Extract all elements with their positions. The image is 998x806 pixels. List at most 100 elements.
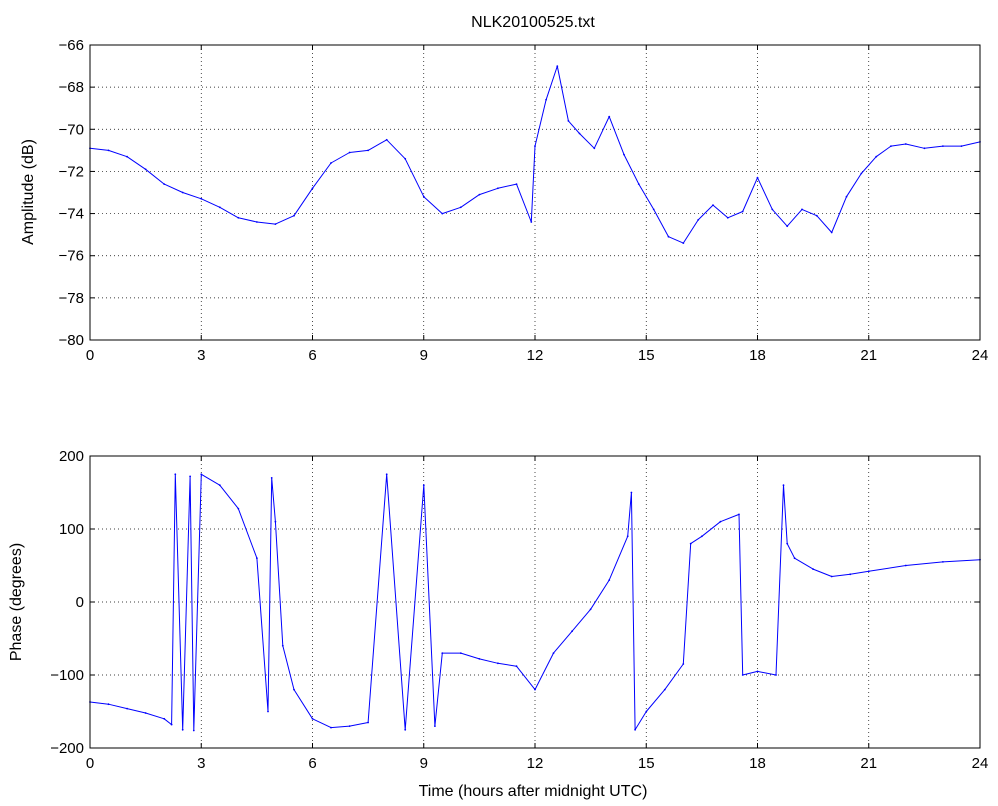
phase-data-point: [281, 644, 284, 647]
phase-data-point: [163, 717, 166, 720]
amplitude-data-point: [593, 147, 596, 150]
amplitude-y-tick-label: −68: [59, 79, 84, 96]
phase-y-ticks: −200 −100 0 100 200: [50, 448, 980, 757]
phase-data-point: [738, 513, 740, 516]
amplitude-data-point: [144, 168, 147, 171]
phase-grid: [90, 456, 980, 748]
phase-data-point: [422, 484, 425, 487]
phase-data-point: [645, 710, 648, 713]
amplitude-data-point: [923, 147, 926, 150]
amplitude-x-ticks: 0 3 6 9 12 15 18 21 24: [86, 45, 988, 364]
phase-data-point: [218, 484, 221, 487]
amplitude-data-point: [860, 172, 863, 175]
amplitude-data-point: [107, 149, 110, 152]
phase-series: [89, 473, 981, 732]
phase-data-point: [478, 658, 481, 660]
phase-data-point: [170, 723, 173, 726]
amplitude-data-point: [311, 187, 314, 190]
phase-data-point: [192, 729, 195, 732]
amplitude-data-point: [756, 176, 759, 179]
phase-data-point: [719, 520, 722, 523]
phase-data-point: [942, 561, 944, 563]
phase-x-tick-label: 3: [197, 755, 205, 772]
amplitude-data-point: [623, 153, 625, 156]
phase-data-point: [515, 665, 518, 668]
amplitude-data-point: [726, 216, 729, 219]
phase-data-point: [589, 608, 592, 611]
phase-data-point: [270, 477, 273, 479]
amplitude-y-tick-label: −74: [59, 206, 84, 223]
amplitude-data-point: [404, 157, 407, 160]
amplitude-data-point: [786, 225, 789, 228]
amplitude-data-point: [441, 212, 444, 215]
phase-data-point: [174, 473, 177, 476]
phase-y-tick-label: 0: [76, 594, 84, 611]
amplitude-series: [89, 65, 981, 245]
amplitude-data-point: [515, 183, 518, 186]
amplitude-data-point: [348, 151, 351, 154]
phase-x-tick-label: 24: [972, 755, 989, 772]
phase-data-point: [904, 564, 907, 567]
amplitude-data-point: [830, 231, 833, 234]
amplitude-data-point: [904, 143, 907, 145]
amplitude-data-point: [497, 187, 499, 190]
chart-title: NLK20100525.txt: [471, 14, 595, 31]
phase-data-point: [786, 542, 789, 545]
amplitude-data-point: [667, 235, 670, 238]
phase-data-point: [189, 475, 192, 478]
amplitude-y-tick-label: −80: [59, 332, 84, 349]
amplitude-data-point: [682, 242, 685, 245]
phase-data-point: [497, 662, 499, 665]
amplitude-data-point: [459, 206, 462, 209]
amplitude-data-point: [200, 197, 203, 200]
amplitude-data-point: [875, 155, 878, 158]
phase-axes: 0 3 6 9 12 15 18 21 24 −200 −100 0 100 200 Phase (de…: [8, 448, 988, 800]
phase-x-tick-label: 12: [527, 755, 544, 772]
amplitude-y-tick-label: −76: [59, 248, 84, 265]
phase-data-point: [441, 652, 444, 654]
amplitude-y-tick-label: −78: [59, 290, 84, 307]
amplitude-plot-box: [90, 45, 980, 340]
phase-x-ticks: 0 3 6 9 12 15 18 21 24: [86, 456, 989, 772]
phase-data-point: [181, 728, 184, 731]
phase-y-axis-label: Phase (degrees): [8, 543, 25, 661]
phase-x-tick-label: 21: [860, 755, 877, 772]
amplitude-y-axis-label: Amplitude (dB): [20, 139, 37, 245]
amplitude-data-point: [545, 98, 547, 101]
phase-x-tick-label: 6: [308, 755, 316, 772]
phase-y-tick-label: 200: [59, 448, 84, 465]
phase-data-point: [311, 717, 314, 720]
amplitude-data-point: [181, 191, 184, 194]
phase-data-point: [849, 573, 852, 576]
phase-data-point: [107, 703, 110, 706]
amplitude-data-point: [567, 120, 570, 122]
amplitude-data-point: [637, 183, 640, 186]
phase-y-tick-label: −200: [50, 740, 84, 757]
phase-data-point: [385, 473, 388, 476]
amplitude-data-point: [422, 195, 425, 198]
phase-series-line: [89, 473, 981, 731]
phase-data-point: [404, 728, 407, 731]
amplitude-data-point: [578, 132, 581, 135]
phase-data-point: [256, 557, 258, 560]
amplitude-series-line: [89, 65, 981, 244]
amplitude-data-point: [534, 145, 536, 148]
phase-x-tick-label: 15: [638, 755, 655, 772]
amplitude-data-point: [274, 223, 277, 226]
phase-data-point: [689, 542, 692, 545]
amplitude-y-ticks: −80 −78 −76 −74 −72 −70 −68 −66: [59, 37, 980, 349]
phase-data-point: [626, 535, 629, 538]
amplitude-data-point: [367, 149, 369, 152]
phase-data-point: [237, 507, 240, 510]
amplitude-data-point: [330, 162, 332, 164]
phase-data-point: [534, 688, 536, 691]
amplitude-data-point: [942, 145, 944, 148]
phase-data-point: [756, 670, 759, 673]
phase-data-point: [608, 579, 611, 581]
phase-data-point: [367, 721, 369, 724]
amplitude-data-point: [815, 214, 818, 217]
amplitude-data-point: [697, 219, 700, 221]
amplitude-y-tick-label: −70: [59, 121, 84, 138]
phase-data-point: [144, 712, 147, 714]
